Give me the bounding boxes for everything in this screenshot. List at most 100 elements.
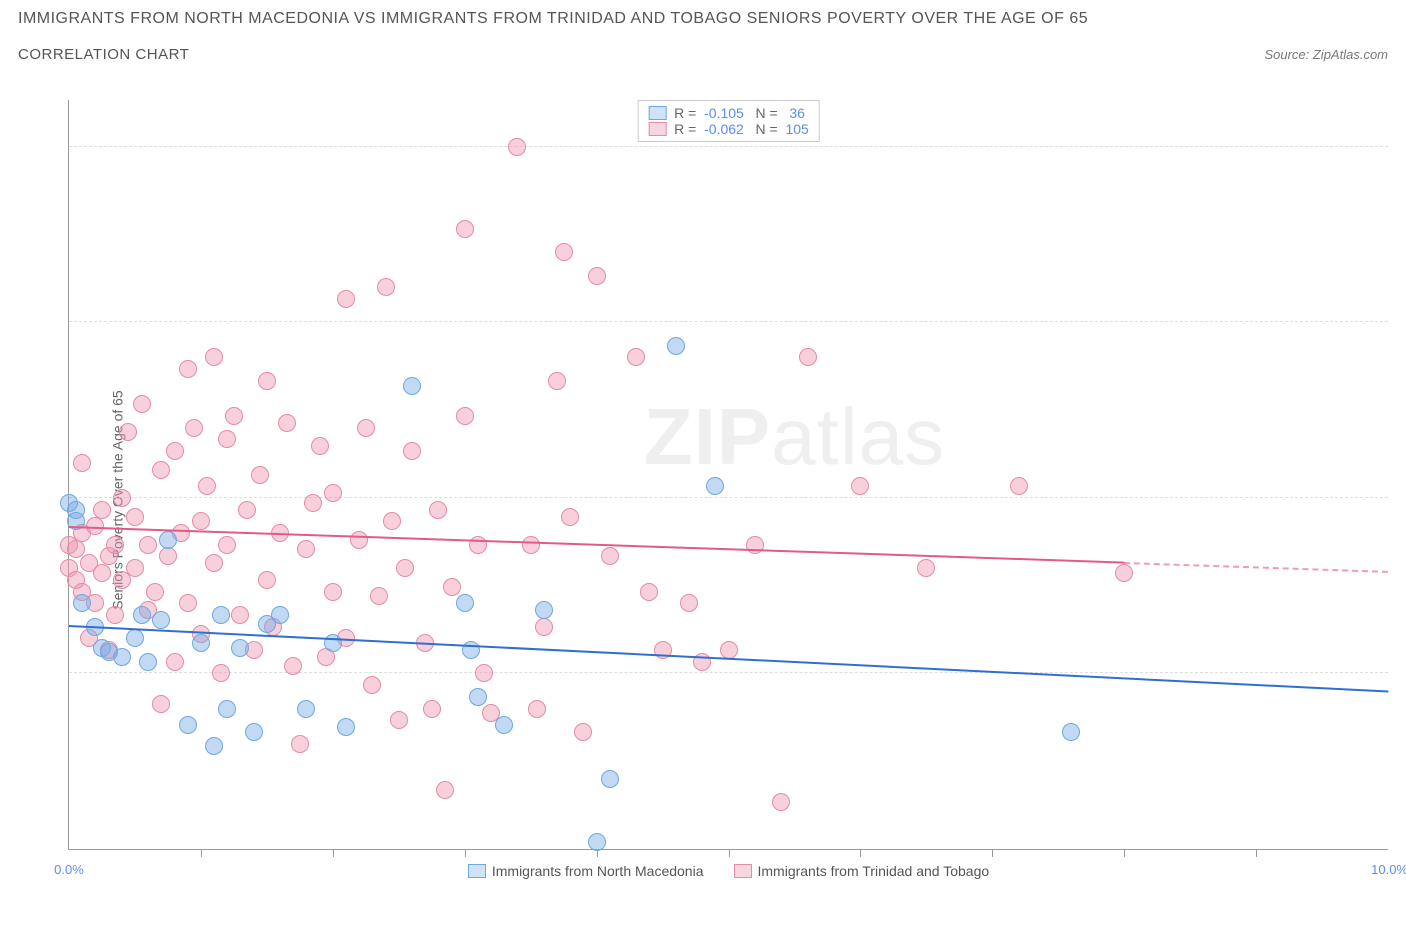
y-tick-label: 7.5% bbox=[1393, 666, 1406, 681]
data-point bbox=[1062, 723, 1080, 741]
data-point bbox=[245, 723, 263, 741]
data-point bbox=[218, 536, 236, 554]
data-point bbox=[535, 601, 553, 619]
x-tick bbox=[1256, 849, 1257, 857]
data-point bbox=[456, 594, 474, 612]
data-point bbox=[179, 716, 197, 734]
data-point bbox=[106, 606, 124, 624]
x-tick bbox=[201, 849, 202, 857]
data-point bbox=[231, 639, 249, 657]
y-tick-label: 22.5% bbox=[1393, 315, 1406, 330]
series-legend-item: Immigrants from North Macedonia bbox=[468, 863, 704, 879]
data-point bbox=[357, 419, 375, 437]
data-point bbox=[126, 629, 144, 647]
y-tick-label: 30.0% bbox=[1393, 139, 1406, 154]
x-tick bbox=[333, 849, 334, 857]
data-point bbox=[667, 337, 685, 355]
data-point bbox=[152, 611, 170, 629]
gridline bbox=[69, 672, 1388, 673]
data-point bbox=[390, 711, 408, 729]
gridline bbox=[69, 321, 1388, 322]
gridline bbox=[69, 497, 1388, 498]
data-point bbox=[126, 508, 144, 526]
data-point bbox=[535, 618, 553, 636]
legend-swatch bbox=[648, 122, 666, 136]
data-point bbox=[205, 348, 223, 366]
data-point bbox=[469, 536, 487, 554]
data-point bbox=[548, 372, 566, 390]
data-point bbox=[231, 606, 249, 624]
data-point bbox=[238, 501, 256, 519]
data-point bbox=[297, 700, 315, 718]
x-tick bbox=[992, 849, 993, 857]
data-point bbox=[475, 664, 493, 682]
data-point bbox=[851, 477, 869, 495]
data-point bbox=[1115, 564, 1133, 582]
data-point bbox=[139, 536, 157, 554]
data-point bbox=[271, 606, 289, 624]
data-point bbox=[772, 793, 790, 811]
data-point bbox=[495, 716, 513, 734]
data-point bbox=[324, 484, 342, 502]
data-point bbox=[93, 501, 111, 519]
data-point bbox=[179, 594, 197, 612]
data-point bbox=[680, 594, 698, 612]
data-point bbox=[799, 348, 817, 366]
legend-swatch bbox=[648, 106, 666, 120]
source-attribution: Source: ZipAtlas.com bbox=[1264, 47, 1388, 62]
data-point bbox=[258, 571, 276, 589]
data-point bbox=[113, 648, 131, 666]
series-legend-label: Immigrants from Trinidad and Tobago bbox=[758, 863, 990, 879]
data-point bbox=[218, 700, 236, 718]
data-point bbox=[297, 540, 315, 558]
series-legend-label: Immigrants from North Macedonia bbox=[492, 863, 704, 879]
x-tick bbox=[465, 849, 466, 857]
data-point bbox=[383, 512, 401, 530]
data-point bbox=[192, 512, 210, 530]
data-point bbox=[291, 735, 309, 753]
data-point bbox=[304, 494, 322, 512]
data-point bbox=[627, 348, 645, 366]
data-point bbox=[73, 594, 91, 612]
watermark: ZIPatlas bbox=[644, 391, 945, 483]
data-point bbox=[403, 442, 421, 460]
data-point bbox=[133, 606, 151, 624]
data-point bbox=[601, 547, 619, 565]
data-point bbox=[284, 657, 302, 675]
data-point bbox=[640, 583, 658, 601]
data-point bbox=[706, 477, 724, 495]
data-point bbox=[126, 559, 144, 577]
series-legend-item: Immigrants from Trinidad and Tobago bbox=[734, 863, 990, 879]
trend-line-extrapolated bbox=[1124, 562, 1388, 573]
data-point bbox=[133, 395, 151, 413]
data-point bbox=[456, 220, 474, 238]
data-point bbox=[456, 407, 474, 425]
stats-legend: R = -0.105 N = 36R = -0.062 N = 105 bbox=[637, 100, 820, 142]
data-point bbox=[152, 695, 170, 713]
gridline bbox=[69, 146, 1388, 147]
data-point bbox=[146, 583, 164, 601]
data-point bbox=[185, 419, 203, 437]
chart-container: Seniors Poverty Over the Age of 65 ZIPat… bbox=[18, 100, 1388, 900]
stats-legend-row: R = -0.105 N = 36 bbox=[648, 105, 809, 121]
data-point bbox=[363, 676, 381, 694]
data-point bbox=[720, 641, 738, 659]
x-tick bbox=[729, 849, 730, 857]
data-point bbox=[337, 290, 355, 308]
data-point bbox=[179, 360, 197, 378]
data-point bbox=[258, 372, 276, 390]
data-point bbox=[370, 587, 388, 605]
data-point bbox=[205, 737, 223, 755]
plot-area: ZIPatlas 7.5%15.0%22.5%30.0%0.0%10.0%R =… bbox=[68, 100, 1388, 850]
data-point bbox=[113, 489, 131, 507]
data-point bbox=[166, 653, 184, 671]
data-point bbox=[225, 407, 243, 425]
stats-legend-row: R = -0.062 N = 105 bbox=[648, 121, 809, 137]
data-point bbox=[337, 718, 355, 736]
legend-swatch bbox=[468, 864, 486, 878]
data-point bbox=[166, 442, 184, 460]
data-point bbox=[324, 634, 342, 652]
data-point bbox=[198, 477, 216, 495]
data-point bbox=[508, 138, 526, 156]
chart-subtitle: CORRELATION CHART bbox=[18, 46, 189, 63]
